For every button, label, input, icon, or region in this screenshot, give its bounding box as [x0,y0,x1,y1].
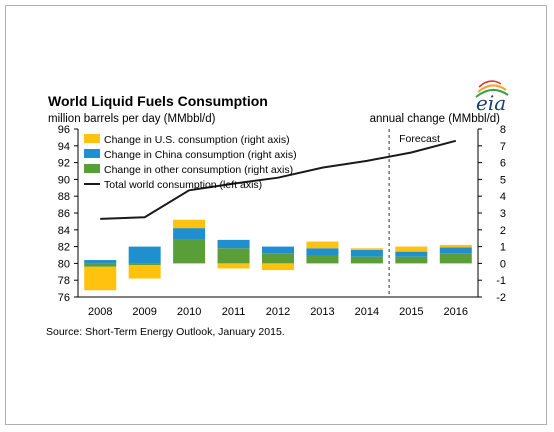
right-tick-label: 8 [500,124,506,136]
left-tick-label: 82 [58,242,70,254]
x-tick-label: 2009 [132,306,156,318]
bar-other [306,255,339,264]
left-tick-label: 78 [58,275,70,287]
chart-frame [5,5,547,425]
right-tick-label: 6 [500,158,506,170]
right-tick-label: -2 [496,292,506,304]
bar-china [439,247,472,254]
bar-china [217,239,250,249]
x-tick-label: 2012 [266,306,290,318]
right-tick-label: 7 [500,141,506,153]
logo-text: eia [476,91,506,115]
bar-china [395,251,428,257]
legend-swatch-china [84,149,100,158]
legend-label: Total world consumption (left axis) [104,179,262,191]
left-tick-label: 80 [58,258,70,270]
left-tick-label: 96 [58,124,70,136]
chart-title: World Liquid Fuels Consumption [48,93,268,109]
bar-china [306,248,339,255]
left-axis-label: million barrels per day (MMbbl/d) [48,113,216,125]
bar-us [84,266,117,291]
bar-us [439,244,472,248]
x-tick-label: 2013 [310,306,334,318]
total-consumption-line [100,139,457,220]
bar-other [84,263,117,267]
eia-logo: eia [475,80,509,115]
left-tick-label: 92 [58,158,70,170]
bar-china [84,260,117,264]
x-tick-label: 2011 [222,306,246,318]
bar-china [262,246,294,254]
left-tick-label: 94 [58,141,70,153]
bar-china [128,246,161,264]
left-tick-label: 88 [58,191,70,203]
x-tick-label: 2016 [444,306,468,318]
bar-china [173,228,206,240]
bar-other [395,256,428,264]
bar-us [262,263,294,271]
bar-other [439,253,472,264]
bar-china [350,249,383,257]
forecast-label: Forecast [399,133,440,145]
left-tick-label: 86 [58,208,70,220]
right-tick-label: 1 [500,242,506,254]
bar-us [306,241,339,249]
bar-other [173,239,206,264]
right-tick-label: -1 [496,275,506,287]
x-tick-label: 2015 [399,306,423,318]
x-tick-label: 2008 [88,306,112,318]
right-tick-label: 5 [500,174,506,186]
x-tick-label: 2014 [355,306,379,318]
bar-other [128,263,161,266]
legend-swatch-us [84,134,100,143]
source-note: Source: Short-Term Energy Outlook, Janua… [46,326,285,338]
left-tick-label: 90 [58,174,70,186]
left-tick-label: 76 [58,292,70,304]
x-tick-label: 2010 [177,306,201,318]
bar-other [217,248,250,264]
bar-other [350,256,383,264]
right-tick-label: 2 [500,225,506,237]
right-axis-label: annual change (MMbbl/d) [370,113,501,125]
bar-us [217,263,250,269]
bar-us [128,265,161,279]
right-tick-label: 4 [500,191,506,203]
legend-label: Change in China consumption (right axis) [104,149,297,161]
bar-us [350,248,383,250]
bar-us [395,246,428,252]
right-tick-label: 3 [500,208,506,220]
right-tick-label: 0 [500,258,506,270]
legend-label: Change in U.S. consumption (right axis) [104,134,290,146]
legend-swatch-other [84,164,100,173]
bar-us [173,219,206,229]
bar-other [262,253,294,264]
left-tick-label: 84 [58,225,70,237]
legend-label: Change in other consumption (right axis) [104,164,293,176]
